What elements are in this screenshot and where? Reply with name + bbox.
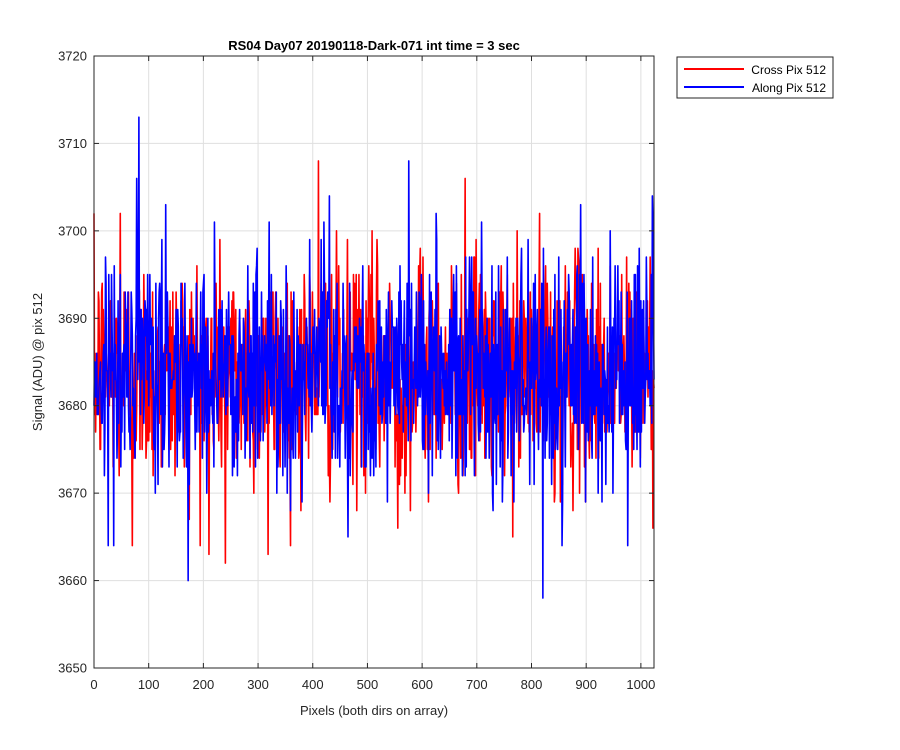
y-axis-label: Signal (ADU) @ pix 512 [30, 293, 45, 431]
y-tick-label: 3690 [58, 311, 87, 326]
x-tick-label: 500 [357, 677, 379, 692]
x-tick-label: 0 [90, 677, 97, 692]
series-layer [93, 116, 655, 599]
tick-marks [93, 55, 654, 669]
series-line-along-pix-512 [93, 116, 655, 599]
x-tick-label: 900 [575, 677, 597, 692]
y-tick-label: 3660 [58, 573, 87, 588]
y-tick-labels: 3650 3660 3670 3680 3690 3700 3710 3720 [58, 49, 87, 676]
x-tick-label: 200 [193, 677, 215, 692]
x-tick-label: 700 [466, 677, 488, 692]
x-axis-label: Pixels (both dirs on array) [300, 703, 448, 718]
axes-box [93, 55, 655, 669]
x-tick-labels: 0 100 200 300 400 500 600 700 800 900 1000 [90, 677, 655, 692]
legend-label-cross: Cross Pix 512 [751, 63, 826, 77]
y-tick-label: 3650 [58, 661, 87, 676]
legend-box [676, 56, 834, 99]
y-tick-label: 3710 [58, 136, 87, 151]
y-tick-label: 3720 [58, 49, 87, 64]
chart-title: RS04 Day07 20190118-Dark-071 int time = … [228, 38, 520, 53]
legend-label-along: Along Pix 512 [752, 81, 826, 95]
legend[interactable]: Cross Pix 512 Along Pix 512 [676, 56, 834, 99]
y-tick-label: 3700 [58, 223, 87, 238]
x-tick-label: 1000 [626, 677, 655, 692]
y-tick-label: 3670 [58, 486, 87, 501]
x-tick-label: 800 [521, 677, 543, 692]
x-tick-label: 300 [247, 677, 269, 692]
x-tick-label: 100 [138, 677, 160, 692]
x-tick-label: 600 [411, 677, 433, 692]
y-tick-label: 3680 [58, 398, 87, 413]
x-tick-label: 400 [302, 677, 324, 692]
